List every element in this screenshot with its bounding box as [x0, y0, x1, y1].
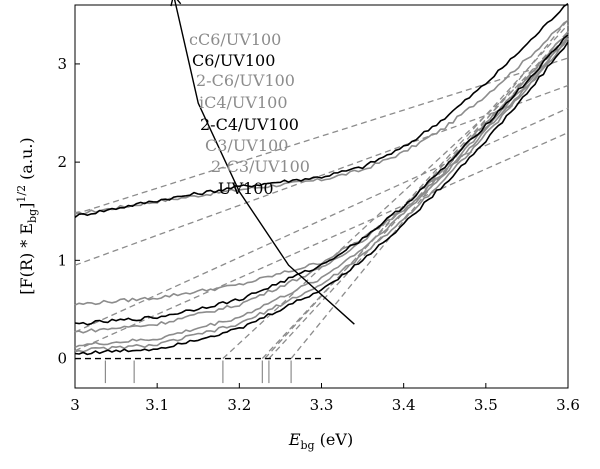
y-axis-title: [F(R) * Ebg]1/2 (a.u.)	[15, 137, 39, 294]
legend-entry: C3/UV100	[205, 136, 288, 155]
series-line	[74, 37, 569, 353]
edge-marker-layer	[104, 360, 292, 384]
x-tick-label: 3.4	[392, 396, 416, 414]
series-line	[74, 2, 569, 219]
series-layer	[74, 2, 569, 356]
baseline-fit	[74, 84, 569, 266]
legend-entry: iC4/UV100	[199, 93, 288, 112]
y-tick-label: 1	[57, 251, 67, 269]
series-line	[74, 34, 569, 326]
baseline-fit	[74, 107, 569, 333]
baseline-layer	[74, 57, 569, 352]
arrow-layer	[170, 0, 355, 325]
legend-entry: 2-C4/UV100	[200, 115, 299, 134]
tangent-fit	[290, 19, 569, 359]
x-tick-label: 3.1	[145, 396, 169, 414]
x-axis: 3 3.1 3.2 3.3 3.4 3.5 3.6	[70, 383, 580, 414]
tangent-fit	[264, 24, 569, 359]
series-line	[74, 38, 569, 349]
plot-frame	[74, 4, 569, 389]
y-axis: 0 1 2 3	[57, 55, 80, 368]
x-tick-label: 3.6	[556, 396, 580, 414]
arrow-head	[170, 0, 182, 7]
legend-entry: 2-C6/UV100	[196, 71, 295, 90]
x-tick-label: 3.5	[474, 396, 498, 414]
x-axis-title: Ebg (eV)	[288, 430, 353, 452]
series-line	[74, 41, 569, 356]
x-tick-label: 3.3	[310, 396, 334, 414]
legend-entry: cC6/UV100	[189, 30, 281, 49]
series-line	[74, 30, 569, 334]
x-tick-label: 3.2	[227, 396, 251, 414]
baseline-fit	[74, 132, 569, 352]
y-tick-label: 0	[57, 350, 67, 368]
series-line	[74, 19, 569, 216]
x-tick-label: 3	[70, 396, 80, 414]
legend-entry: C6/UV100	[192, 51, 275, 70]
legend-entry: UV100	[218, 179, 274, 198]
tangent-fit	[261, 31, 569, 359]
y-tick-label: 2	[57, 153, 67, 171]
baseline-fit	[74, 57, 569, 215]
tangent-fit	[222, 38, 569, 360]
legend-entry: 2-C3/UV100	[211, 157, 310, 176]
trend-arrow	[173, 0, 355, 325]
y-tick-label: 3	[57, 55, 67, 73]
